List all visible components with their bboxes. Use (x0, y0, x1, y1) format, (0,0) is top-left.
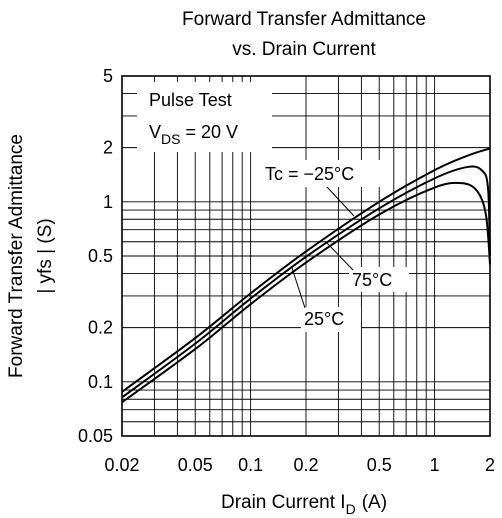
x-axis-label-main: Drain Current I (221, 492, 346, 513)
x-tick-label: 2 (485, 455, 495, 475)
label-bg-75 (349, 267, 409, 292)
x-axis-label-sub: D (346, 501, 356, 517)
series-label-25: 25°C (304, 309, 344, 329)
y-tick-label: 5 (103, 66, 113, 86)
plot-frame (121, 75, 491, 437)
y-tick-label: 2 (103, 138, 113, 158)
series-label-75: 75°C (352, 270, 392, 290)
x-tick-label: 1 (430, 455, 440, 475)
pulse-test-label: Pulse Test (149, 90, 232, 110)
condition-box (137, 82, 272, 152)
leader-75 (326, 242, 354, 271)
x-tick-label: 0.5 (367, 455, 392, 475)
label-bg-m25 (259, 160, 391, 187)
x-tick-label: 0.2 (293, 455, 318, 475)
x-tick-label: 0.1 (238, 455, 263, 475)
series-line-0 (121, 147, 491, 393)
vds-v: V (149, 122, 161, 142)
x-axis-label: Drain Current ID (A) (221, 492, 387, 517)
curves-layer (121, 147, 491, 404)
y-axis-label-group: Forward Transfer Admittance | yfs | (S) (6, 134, 56, 378)
vds-label: VDS = 20 V (149, 122, 238, 147)
x-axis-label-unit: (A) (362, 492, 387, 513)
x-tick-label: 0.02 (104, 455, 139, 475)
series-line-2 (121, 181, 491, 404)
label-bg-25 (301, 307, 361, 332)
leader-m25 (326, 186, 355, 217)
vds-sub: DS (161, 131, 180, 147)
tick-layer: 0.02 0.05 0.1 0.2 0.5 1 2 0.05 0.1 0.2 0.5 1 2 5 (78, 66, 495, 475)
chart-title-line2: vs. Drain Current (232, 39, 376, 60)
series-line-1 (121, 165, 491, 399)
y-tick-label: 1 (103, 192, 113, 212)
x-tick-label: 0.05 (178, 455, 213, 475)
y-tick-label: 0.2 (88, 318, 113, 338)
y-axis-label-line1: Forward Transfer Admittance (6, 134, 27, 378)
y-tick-label: 0.05 (78, 426, 113, 446)
chart-title-line1: Forward Transfer Admittance (182, 9, 426, 30)
leader-25 (291, 267, 306, 309)
y-axis-label-line2: | yfs | (S) (35, 218, 56, 293)
vds-value: = 20 V (180, 122, 238, 142)
series-label-m25: Tc = −25°C (265, 164, 354, 184)
y-tick-label: 0.5 (88, 246, 113, 266)
y-tick-label: 0.1 (88, 372, 113, 392)
